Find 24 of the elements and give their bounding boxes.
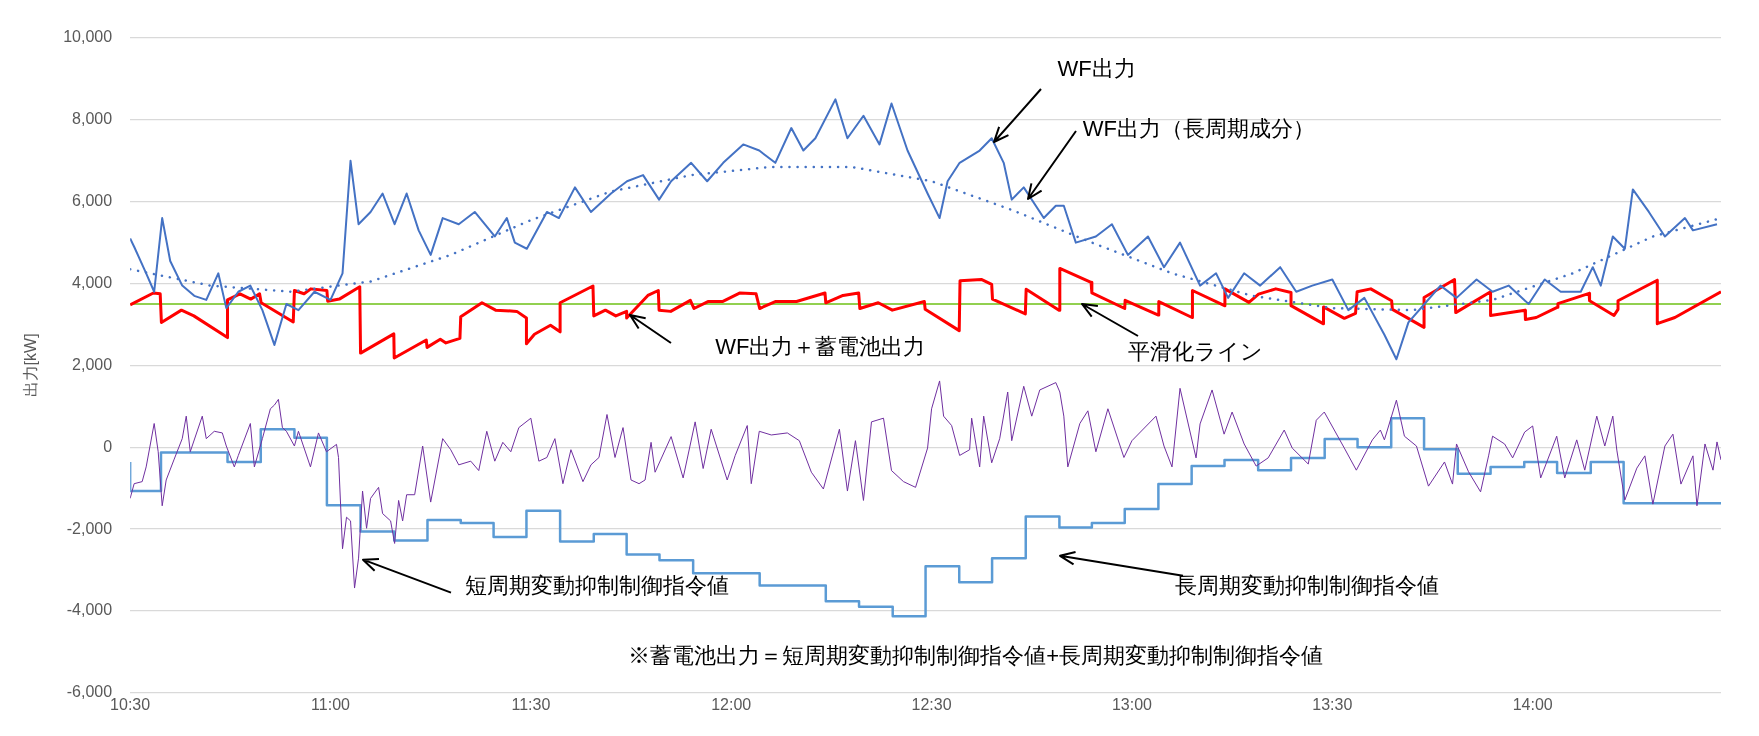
x-tick-label: 14:00 [1512, 695, 1553, 713]
y-tick-label: -2,000 [66, 519, 113, 537]
text: WF出力（長周期成分） [1082, 115, 1315, 141]
series-label: 平滑化ライン [1127, 338, 1263, 364]
text: 長周期変動抑制制御指令値 [1174, 572, 1439, 598]
y-tick-label: 2,000 [72, 355, 113, 373]
y-tick-label: 4,000 [72, 273, 113, 291]
x-tick-label: 10:30 [110, 695, 151, 713]
y-tick-label: -4,000 [66, 601, 113, 619]
text: 短周期変動抑制制御指令値 [464, 572, 729, 598]
y-tick-label: 10,000 [63, 28, 113, 46]
y-tick-label: 0 [103, 437, 113, 455]
x-tick-label: 11:00 [311, 695, 351, 713]
x-tick-label: 12:30 [911, 695, 952, 713]
x-tick-label: 11:30 [511, 695, 551, 713]
x-tick-label: 13:30 [1312, 695, 1353, 713]
y-axis-title: 出力[kW] [22, 333, 40, 398]
y-tick-label: 8,000 [72, 110, 113, 128]
x-tick-label: 13:00 [1111, 695, 1153, 713]
annotation: ※蓄電池出力＝短周期変動抑制制御指令値+長周期変動抑制制御指令値 [628, 642, 1323, 668]
text: WF出力 [1057, 56, 1136, 82]
x-tick-label: 12:00 [711, 695, 752, 713]
series-label: WF出力＋蓄電池出力 [715, 333, 926, 359]
y-tick-label: 6,000 [72, 192, 113, 210]
